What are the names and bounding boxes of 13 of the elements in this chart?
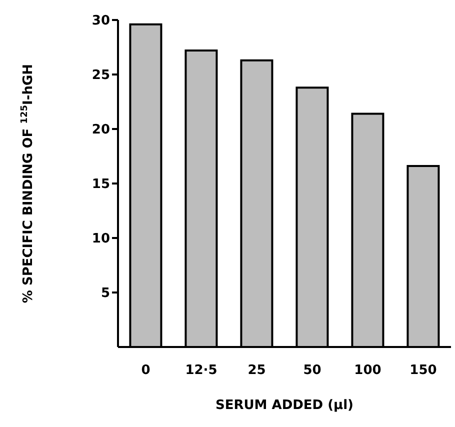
- y-tick-label: 30: [92, 14, 110, 29]
- y-tick-label: 10: [92, 232, 110, 247]
- x-axis-title: SERUM ADDED (µl): [215, 398, 354, 413]
- y-tick-label: 20: [92, 122, 110, 138]
- y-tick-label: 25: [92, 68, 110, 84]
- x-tick-label: 150: [410, 363, 437, 378]
- y-tick-label: 5: [100, 286, 110, 302]
- x-tick-label: 12·5: [185, 363, 218, 378]
- y-tick-label: 15: [92, 177, 110, 192]
- x-tick-label: 100: [354, 363, 382, 378]
- x-tick-label: 25: [248, 363, 266, 378]
- x-tick-label: 0: [141, 363, 150, 378]
- x-tick-label: 50: [303, 363, 322, 378]
